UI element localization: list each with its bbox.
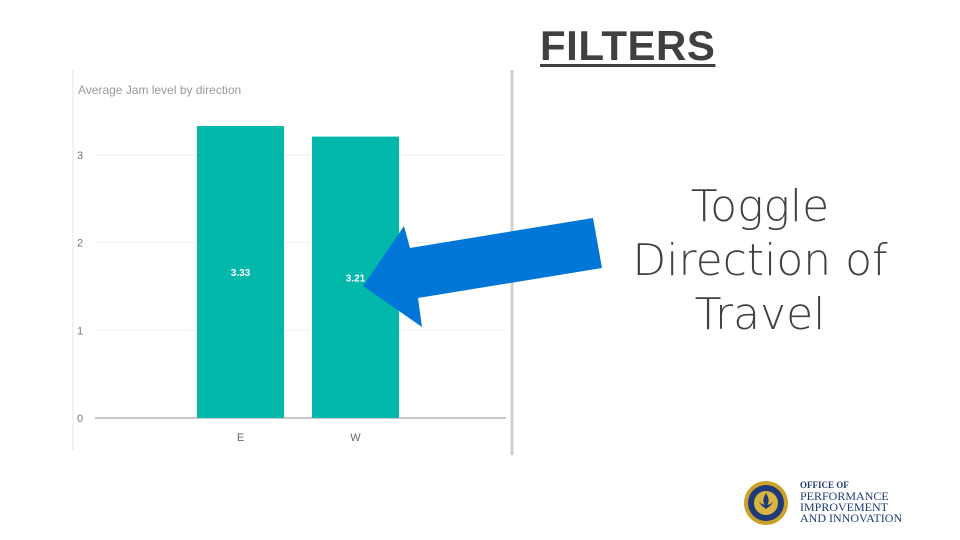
y-tick-label: 2	[77, 238, 83, 250]
office-logo: OFFICE OF PERFORMANCE IMPROVEMENT AND IN…	[742, 480, 932, 528]
logo-line: PERFORMANCE	[800, 489, 889, 503]
callout-line: Travel	[694, 289, 826, 340]
data-label: 3.21	[346, 273, 366, 284]
callout-line: Direction of	[632, 235, 888, 286]
chart-title: Average Jam level by direction	[78, 83, 241, 97]
y-tick-label: 0	[77, 413, 83, 425]
x-tick-label: W	[350, 432, 361, 444]
callout-text: Toggle Direction of Travel	[620, 180, 900, 342]
callout-line: Toggle	[690, 181, 830, 232]
logo-line: OFFICE OF	[800, 480, 849, 490]
arrow-icon	[363, 218, 602, 327]
louisville-seal-icon	[744, 481, 788, 525]
logo-line: AND INNOVATION	[800, 511, 903, 525]
bar-e	[197, 126, 284, 418]
y-tick-label: 3	[77, 150, 83, 162]
logo-text: OFFICE OF PERFORMANCE IMPROVEMENT AND IN…	[800, 480, 902, 524]
x-tick-label: E	[237, 432, 244, 444]
y-tick-label: 1	[77, 325, 83, 337]
data-label: 3.33	[231, 268, 251, 279]
logo-line: IMPROVEMENT	[800, 500, 889, 514]
slide-heading: FILTERS	[540, 22, 716, 69]
